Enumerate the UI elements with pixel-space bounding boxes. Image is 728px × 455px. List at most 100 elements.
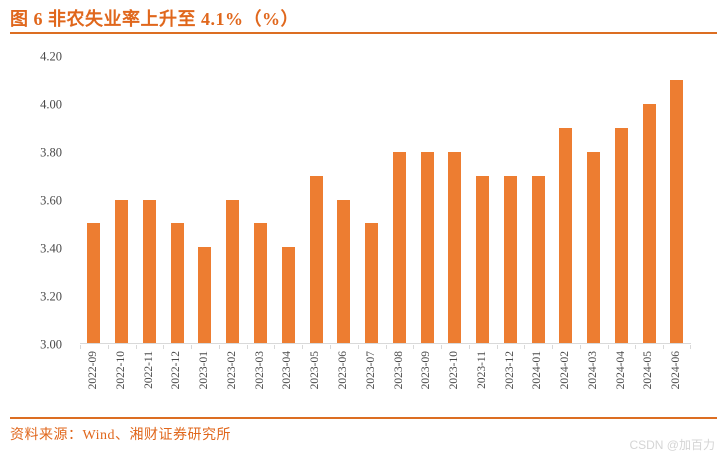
x-tick-mark bbox=[579, 345, 581, 349]
bar-2024-03 bbox=[587, 151, 601, 343]
x-tick-mark bbox=[441, 345, 443, 349]
x-tick-label: 2023-11 bbox=[475, 351, 488, 389]
x-tick-label: 2023-04 bbox=[281, 351, 294, 390]
footer-divider bbox=[10, 417, 717, 419]
x-label-cell: 2023-01 bbox=[191, 351, 219, 415]
bar-2023-06 bbox=[337, 199, 351, 343]
bar-column bbox=[663, 56, 691, 343]
x-tick-label: 2023-03 bbox=[253, 351, 266, 390]
bar-column bbox=[496, 56, 524, 343]
x-tick-label: 2024-06 bbox=[670, 351, 683, 390]
bar-2023-01 bbox=[198, 247, 212, 343]
bar-2024-04 bbox=[614, 127, 628, 343]
figure-title: 图 6 非农失业率上升至 4.1%（%） bbox=[10, 9, 299, 29]
x-tick-label: 2023-02 bbox=[225, 351, 238, 390]
x-tick-mark bbox=[135, 345, 137, 349]
x-tick-mark bbox=[357, 345, 359, 349]
x-label-cell: 2023-05 bbox=[302, 351, 330, 415]
x-label-cell: 2023-12 bbox=[496, 351, 524, 415]
x-tick-mark bbox=[524, 345, 526, 349]
x-tick-mark bbox=[468, 345, 470, 349]
x-tick-label: 2023-12 bbox=[503, 351, 516, 390]
y-tick-label: 4.20 bbox=[40, 48, 62, 63]
x-tick-label: 2023-10 bbox=[448, 351, 461, 390]
x-tick-mark bbox=[329, 345, 331, 349]
x-tick-label: 2023-01 bbox=[198, 351, 211, 390]
bar-column bbox=[219, 56, 247, 343]
bar-column bbox=[552, 56, 580, 343]
bar-2023-02 bbox=[226, 199, 240, 343]
x-label-cell: 2022-09 bbox=[80, 351, 108, 415]
x-label-cell: 2024-04 bbox=[608, 351, 636, 415]
x-tick-mark bbox=[385, 345, 387, 349]
bar-2024-02 bbox=[559, 127, 573, 343]
bar-2023-12 bbox=[503, 175, 517, 343]
title-divider bbox=[10, 32, 717, 34]
bar-column bbox=[136, 56, 164, 343]
bar-column bbox=[163, 56, 191, 343]
bar-2022-11 bbox=[142, 199, 156, 343]
bar-column bbox=[441, 56, 469, 343]
x-label-cell: 2024-03 bbox=[580, 351, 608, 415]
x-tick-mark bbox=[302, 345, 304, 349]
bar-2023-03 bbox=[253, 223, 267, 343]
bar-2023-04 bbox=[281, 247, 295, 343]
x-tick-label: 2023-09 bbox=[420, 351, 433, 390]
x-tick-label: 2023-06 bbox=[337, 351, 350, 390]
y-tick-label: 3.20 bbox=[40, 288, 62, 303]
x-tick-label: 2022-10 bbox=[114, 351, 127, 390]
x-label-cell: 2023-07 bbox=[358, 351, 386, 415]
x-label-cell: 2023-02 bbox=[219, 351, 247, 415]
x-label-cell: 2023-04 bbox=[274, 351, 302, 415]
x-tick-mark bbox=[274, 345, 276, 349]
x-label-cell: 2024-02 bbox=[552, 351, 580, 415]
bar-column bbox=[580, 56, 608, 343]
x-tick-mark bbox=[218, 345, 220, 349]
bar-column bbox=[330, 56, 358, 343]
bar-2022-09 bbox=[87, 223, 101, 343]
bar-2024-05 bbox=[642, 103, 656, 343]
x-tick-mark bbox=[496, 345, 498, 349]
x-tick-label: 2023-07 bbox=[364, 351, 377, 390]
x-tick-label: 2023-08 bbox=[392, 351, 405, 390]
bar-2023-10 bbox=[448, 151, 462, 343]
bar-2024-01 bbox=[531, 175, 545, 343]
x-tick-mark bbox=[552, 345, 554, 349]
bar-2023-11 bbox=[476, 175, 490, 343]
x-label-cell: 2024-01 bbox=[524, 351, 552, 415]
source-note: 资料来源：Wind、湘财证券研究所 bbox=[10, 428, 232, 443]
x-tick-label: 2022-12 bbox=[170, 351, 183, 390]
bar-2023-08 bbox=[392, 151, 406, 343]
x-label-cell: 2023-11 bbox=[469, 351, 497, 415]
x-tick-mark bbox=[246, 345, 248, 349]
bar-column bbox=[247, 56, 275, 343]
bar-2023-07 bbox=[365, 223, 379, 343]
y-tick-label: 3.00 bbox=[40, 336, 62, 351]
x-tick-label: 2024-05 bbox=[642, 351, 655, 390]
bar-2022-12 bbox=[170, 223, 184, 343]
x-label-cell: 2022-10 bbox=[108, 351, 136, 415]
x-axis-tick-strip bbox=[80, 345, 691, 349]
watermark: CSDN @加百力 bbox=[629, 438, 715, 452]
bar-column bbox=[358, 56, 386, 343]
bar-2024-06 bbox=[670, 79, 684, 343]
x-label-cell: 2023-09 bbox=[413, 351, 441, 415]
y-axis: 3.00 3.20 3.40 3.60 3.80 4.00 4.20 bbox=[0, 50, 62, 350]
bar-chart-plot-area bbox=[80, 56, 691, 344]
x-label-cell: 2023-08 bbox=[385, 351, 413, 415]
bar-2023-05 bbox=[309, 175, 323, 343]
bar-column bbox=[635, 56, 663, 343]
x-tick-mark bbox=[80, 345, 81, 349]
x-label-cell: 2023-03 bbox=[247, 351, 275, 415]
bar-column bbox=[524, 56, 552, 343]
bar-column bbox=[413, 56, 441, 343]
bar-column bbox=[191, 56, 219, 343]
x-tick-label: 2024-03 bbox=[586, 351, 599, 390]
bar-column bbox=[108, 56, 136, 343]
x-tick-label: 2023-05 bbox=[309, 351, 322, 390]
x-tick-label: 2024-02 bbox=[559, 351, 572, 390]
x-tick-mark bbox=[690, 345, 691, 349]
bar-column bbox=[469, 56, 497, 343]
x-tick-label: 2024-01 bbox=[531, 351, 544, 390]
